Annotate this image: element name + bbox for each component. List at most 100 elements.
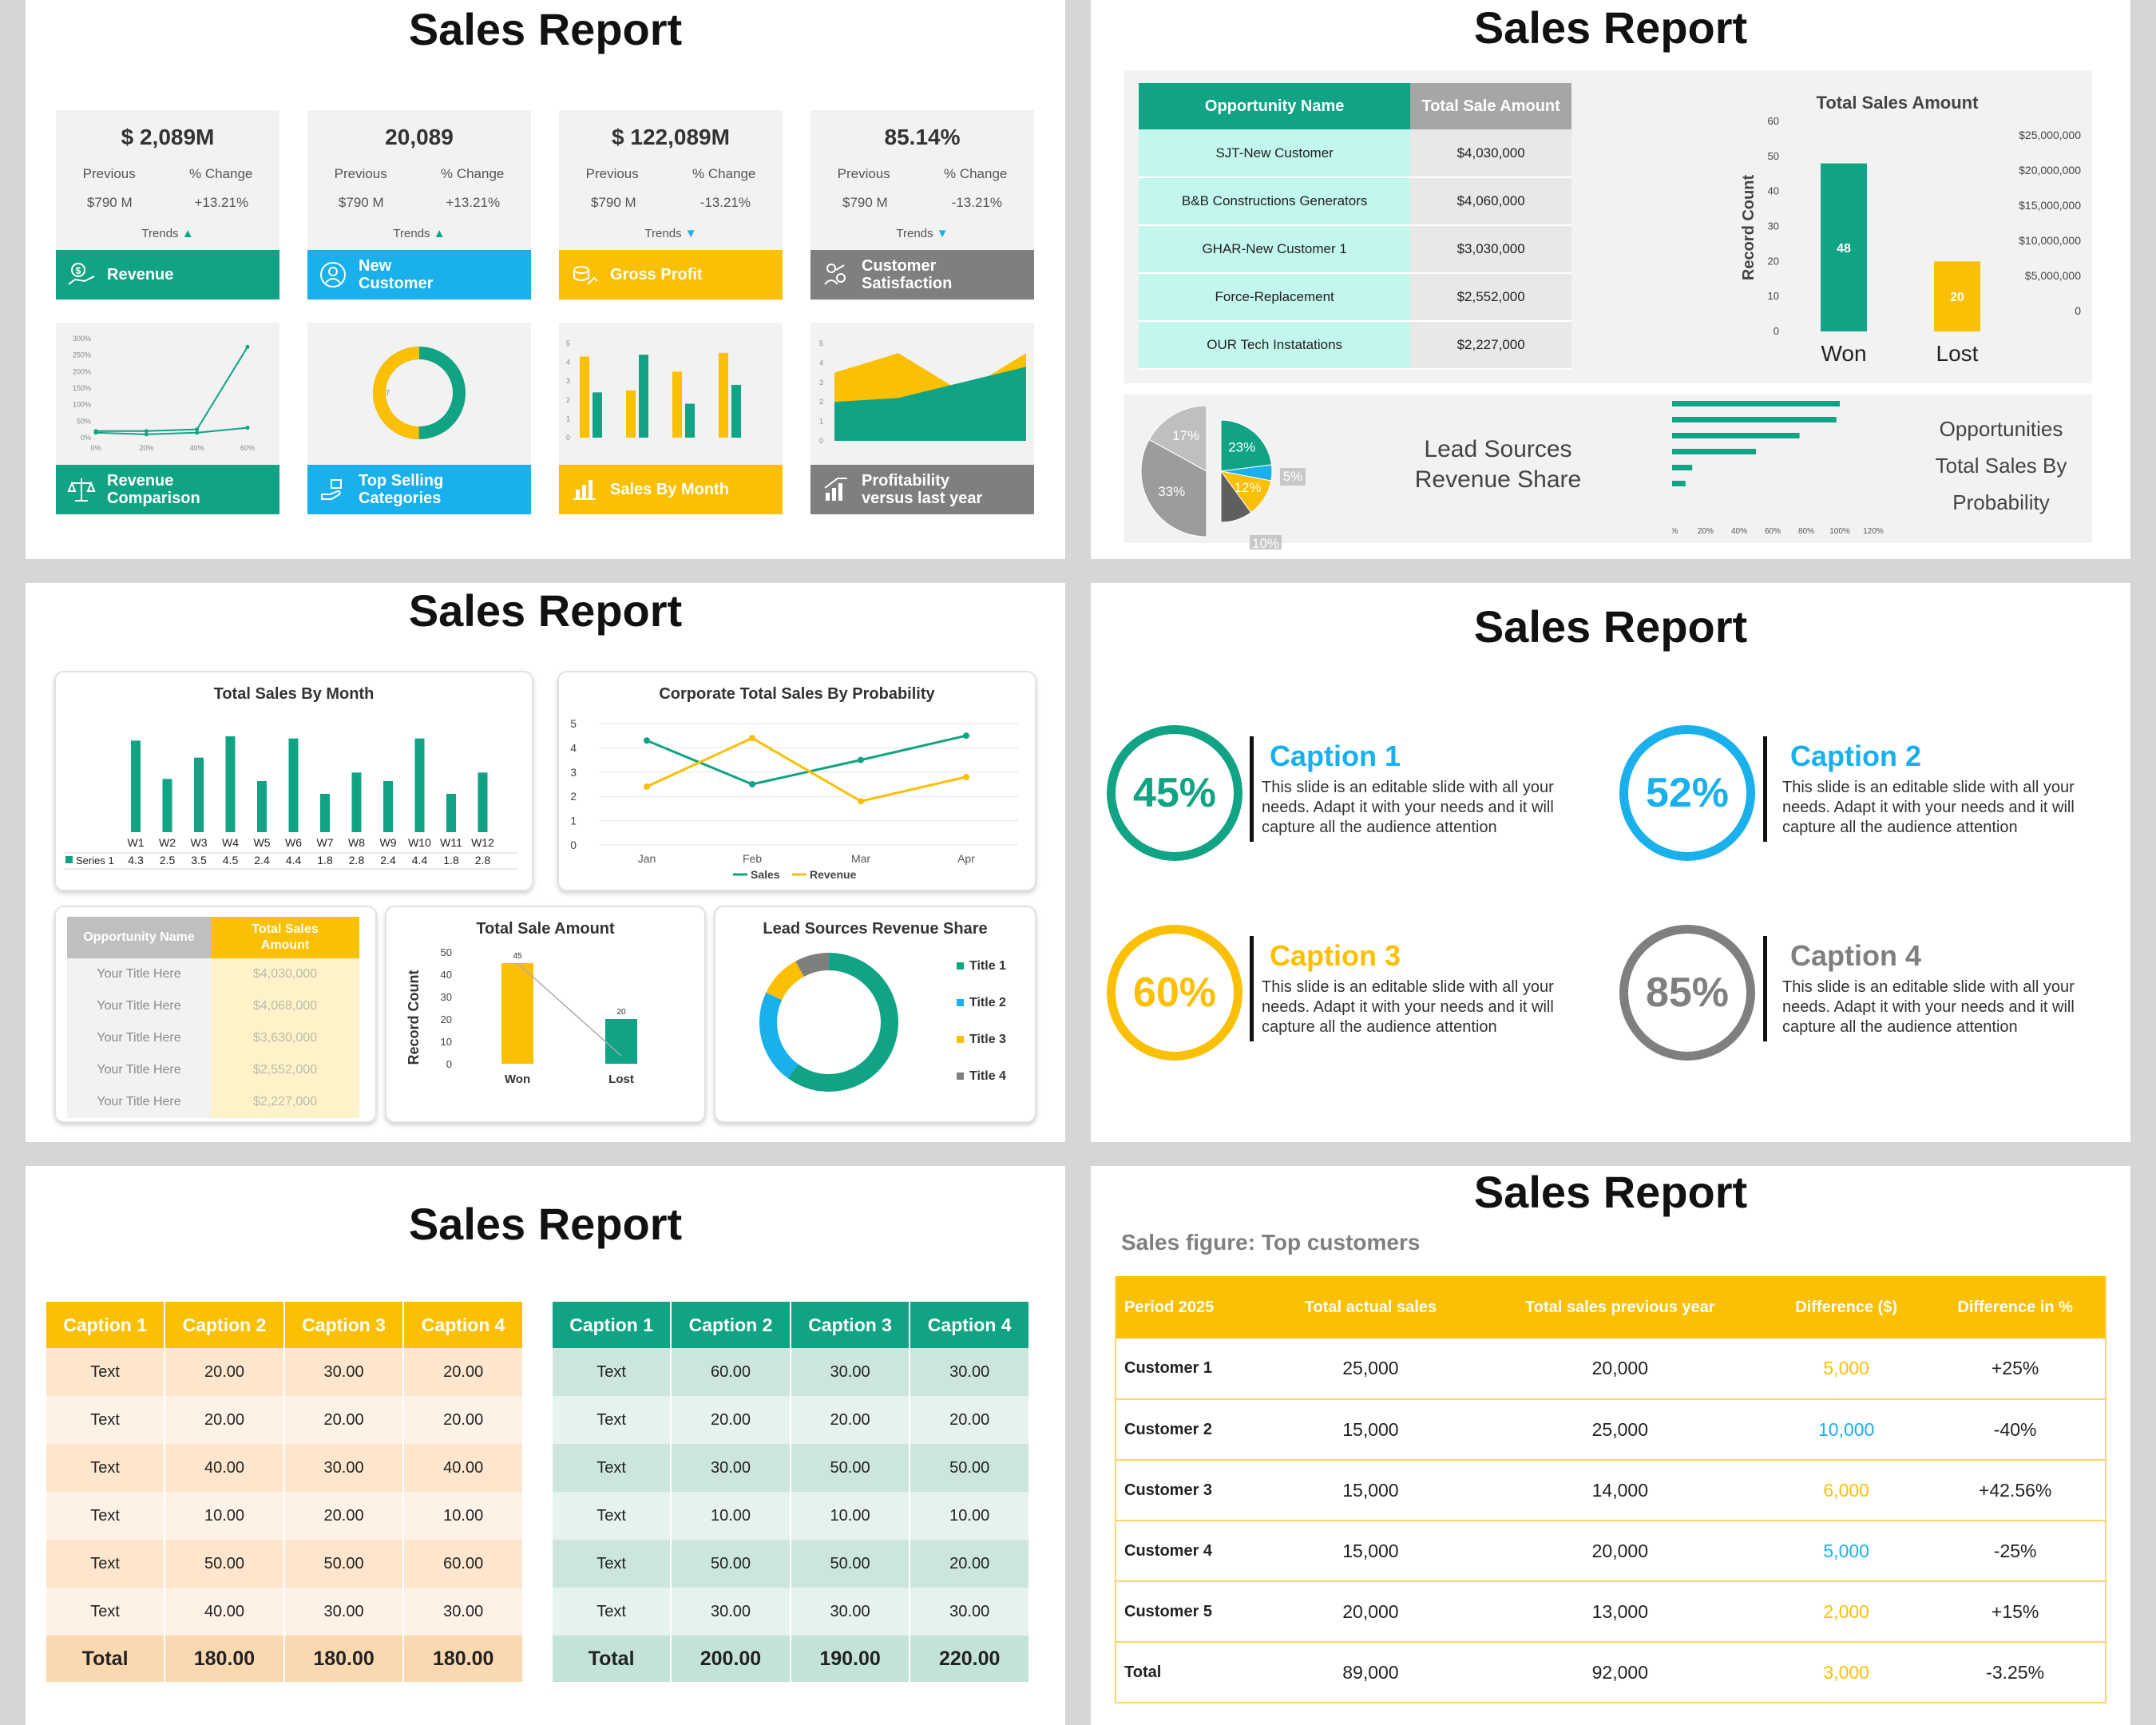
percent-ring: 85%: [1619, 925, 1755, 1061]
table-cell: $2,552,000: [211, 1054, 359, 1086]
x-tick-label: Apr: [957, 852, 975, 865]
y-tick-label: 10: [441, 1036, 452, 1048]
table-cell: 20.00: [671, 1396, 791, 1444]
table-cell: 3,000: [1767, 1642, 1926, 1703]
y2-tick-label: $20,000,000: [2019, 164, 2081, 176]
lead-sources-label: Lead Sources Revenue Share: [1378, 434, 1618, 495]
legend-label: Title 4: [969, 1069, 1006, 1083]
table-cell: Text: [553, 1348, 672, 1396]
data-label: 3.5: [191, 854, 207, 866]
kpi-previous-label: Previous: [334, 166, 387, 181]
table-header: Difference in %: [1925, 1276, 2106, 1338]
x-tick-label: 0%: [90, 444, 101, 452]
y2-tick-label: $5,000,000: [2025, 269, 2081, 282]
caption-title: Caption 3: [1270, 939, 1401, 972]
table-cell: 5,000: [1767, 1338, 1926, 1400]
x-tick-label: Lost: [608, 1073, 634, 1086]
data-label: 48: [1837, 242, 1851, 256]
slide-title: Sales Report: [408, 4, 683, 54]
data-label: 4.4: [412, 854, 428, 866]
kpi-previous: $790 M: [842, 195, 888, 210]
data-label: 4.5: [223, 854, 239, 866]
table-cell: 50.00: [164, 1540, 285, 1588]
bar: [501, 963, 533, 1064]
data-point: [195, 427, 200, 432]
card-lead-sources: Lead Sources Revenue Share Title 1 Title …: [714, 906, 1036, 1123]
bar: [478, 772, 488, 832]
profitability-area-chart: 5 4 3 2 1 0: [819, 339, 1026, 445]
bar: [1672, 401, 1840, 406]
x-tick-label: W11: [440, 836, 462, 849]
table-row: SJT-New Customer $4,030,000: [1139, 129, 1571, 178]
y-tick-label: 0: [446, 1058, 452, 1070]
y-tick-label: 1: [819, 418, 823, 426]
table-header: Total Sale Amount: [1410, 83, 1571, 129]
x-tick-label: W8: [348, 836, 365, 849]
opp-label-line: Opportunities: [1939, 417, 2063, 441]
hand-icon: [321, 479, 342, 500]
y-tick-label: 30: [1768, 220, 1779, 232]
y-tick-label: 50: [1768, 150, 1779, 162]
table-cell: 60.00: [403, 1540, 524, 1588]
kpi-previous: $790 M: [590, 195, 636, 210]
data-point: [245, 344, 250, 349]
table-cell: Force-Replacement: [1139, 273, 1411, 322]
slide-title: Sales Report: [1473, 601, 1748, 652]
table-header: Total sales previous year: [1472, 1276, 1768, 1338]
table-header: Caption 3: [790, 1302, 911, 1348]
total-row: Total 200.00 190.00 220.00: [553, 1636, 1030, 1682]
kpi-change: -13.21%: [700, 195, 751, 210]
total-sales-amount-chart: Total Sales Amount Record Count 60 50 40 30 20…: [1740, 93, 2081, 366]
customer-icon: [320, 262, 346, 288]
total-cell: Total: [46, 1636, 166, 1682]
table-cell: 50.00: [790, 1444, 911, 1492]
table-row: Your Title Here $2,552,000: [67, 1054, 359, 1086]
table-row: Text 50.00 50.00 20.00: [553, 1540, 1030, 1588]
table-cell: 20.00: [910, 1540, 1030, 1588]
x-tick-label: W6: [285, 836, 302, 849]
panel-top-selling-categories: 7 Top Selling Categories: [307, 323, 531, 514]
table-cell: B&B Constructions Generators: [1139, 177, 1411, 226]
kpi-trend-label: Trends: [644, 227, 682, 240]
kpi-change: -13.21%: [951, 195, 1002, 210]
kpi-previous-label: Previous: [82, 166, 136, 181]
table-cell: 15,000: [1268, 1460, 1473, 1521]
bar: [1672, 449, 1756, 454]
y-tick-label: 150%: [73, 384, 91, 392]
data-label: 20: [1950, 291, 1964, 304]
table-cell: Customer 1: [1116, 1338, 1269, 1400]
y-tick-label: 20: [441, 1013, 452, 1025]
bar: [288, 738, 299, 832]
data-label: 1.8: [443, 854, 459, 866]
slice-label: 12%: [1234, 480, 1261, 495]
kpi-card-new-customer: 20,089 Previous % Change $790 M +13.21% Tr…: [307, 110, 531, 300]
slice-label: 23%: [1228, 439, 1255, 454]
table-row: Your Title Here $2,227,000: [67, 1086, 359, 1118]
data-label: 4.3: [128, 854, 144, 866]
table-cell: 20.00: [164, 1396, 285, 1444]
divider: [1763, 736, 1767, 842]
revenue-icon: $: [68, 263, 95, 285]
table-header: Caption 3: [283, 1302, 405, 1348]
table-row: Text 60.00 30.00 30.00: [553, 1348, 1030, 1396]
divider: [1250, 936, 1254, 1041]
percent-ring: 52%: [1619, 725, 1755, 861]
percent-ring: 45%: [1107, 725, 1242, 861]
table-cell: 30.00: [790, 1588, 911, 1636]
table-row: Text 30.00 50.00 50.00: [553, 1444, 1030, 1492]
caption-title: Caption 4: [1790, 939, 1922, 972]
total-cell: 220.00: [910, 1636, 1030, 1682]
lead-label-line: Lead Sources: [1424, 436, 1572, 462]
subtitle: Sales figure: Top customers: [1121, 1230, 1421, 1255]
table-cell: 30.00: [671, 1588, 791, 1636]
bar: [1672, 465, 1693, 470]
bar: [672, 371, 682, 438]
table-cell: 15,000: [1268, 1521, 1473, 1582]
kpi-change-label: % Change: [943, 166, 1008, 181]
bar: [685, 403, 695, 438]
bar: [446, 794, 456, 832]
kpi-value: $ 122,089M: [612, 125, 730, 149]
y-tick-label: 0: [566, 434, 570, 442]
y-tick-label: 20: [1768, 255, 1779, 267]
y-tick-label: 250%: [73, 351, 91, 359]
